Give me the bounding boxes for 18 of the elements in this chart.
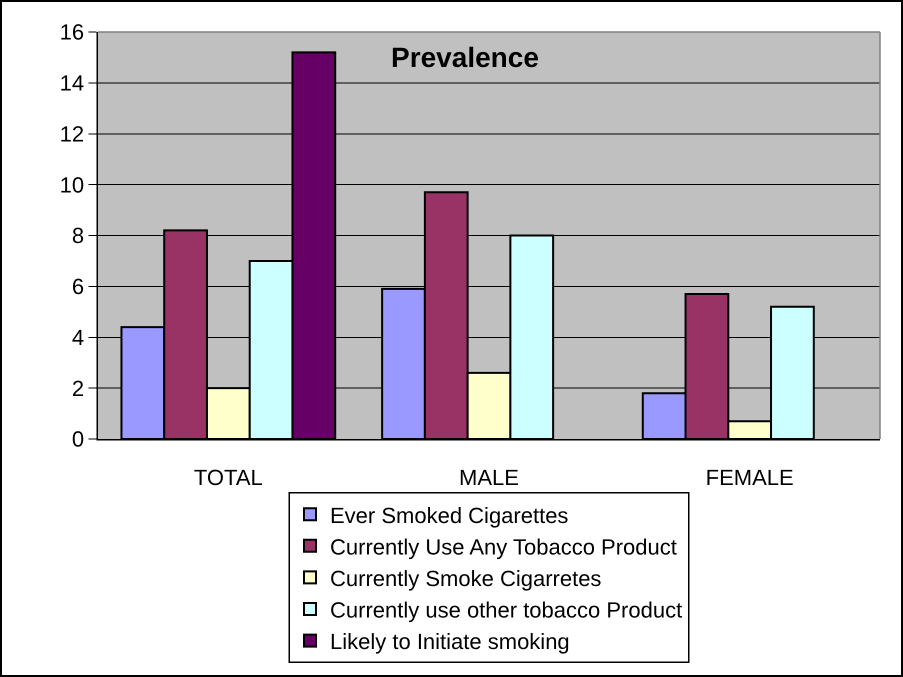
y-tick-label: 14 — [60, 70, 84, 96]
y-tick-label: 0 — [72, 426, 84, 452]
y-tick-label: 4 — [72, 324, 84, 350]
y-tick-label: 10 — [60, 172, 84, 198]
legend-label: Likely to Initiate smoking — [330, 629, 570, 654]
chart-title: Prevalence — [391, 42, 539, 73]
legend-label: Currently Use Any Tobacco Product — [330, 534, 677, 560]
legend-label: Ever Smoked Cigarettes — [330, 502, 568, 528]
y-tick-label: 12 — [60, 121, 84, 146]
y-tick-label: 6 — [72, 274, 84, 300]
legend-label: Currently Smoke Cigarretes — [330, 566, 602, 591]
x-tick-label: MALE — [459, 464, 519, 490]
legend-label: Currently use other tobacco Product — [330, 598, 682, 623]
x-tick-label: FEMALE — [706, 464, 794, 490]
x-tick-label: TOTAL — [194, 464, 263, 490]
y-tick-label: 2 — [72, 376, 84, 401]
y-tick-label: 8 — [72, 223, 84, 248]
y-tick-label: 16 — [60, 20, 84, 45]
